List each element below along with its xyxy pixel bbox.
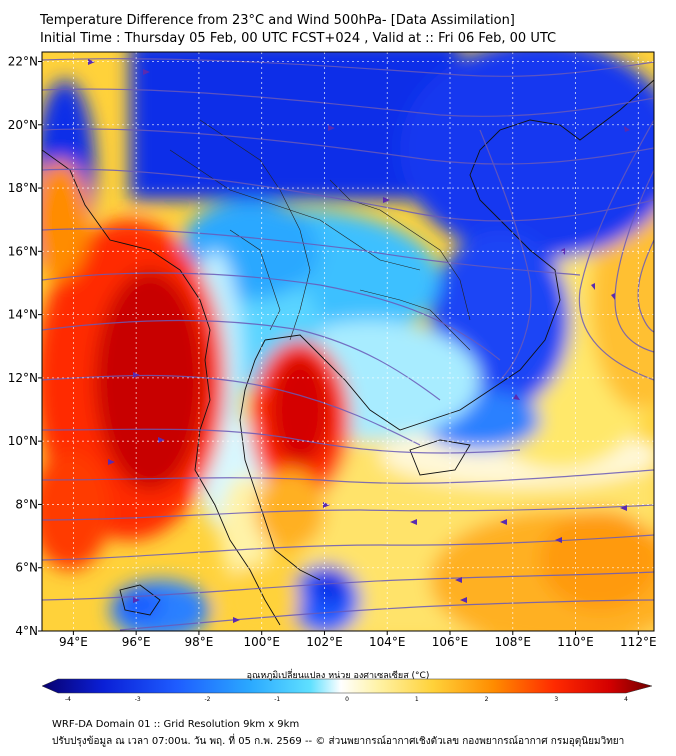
colorbar-tick-label: 3 — [554, 696, 558, 703]
lat-tick-label: 6°N — [15, 561, 38, 575]
longitude-ticks: 94°E 96°E 98°E 100°E 102°E 104°E 106°E 108°E 110… — [59, 631, 657, 649]
colorbar-tick-label: -4 — [65, 696, 71, 703]
lon-tick-label: 108°E — [495, 635, 532, 649]
colorbar-label: อุณหภูมิเปลี่ยนแปลง หน่วย องศาเซลเซียส (… — [246, 671, 430, 681]
lon-tick-label: 96°E — [122, 635, 151, 649]
colorbar-tick-label: -2 — [205, 696, 211, 703]
lat-tick-label: 20°N — [8, 118, 38, 132]
streamline-arrows — [88, 59, 630, 623]
colorbar: -4 -3 -2 -1 0 1 2 3 4 — [41, 678, 653, 703]
colorbar-tick-label: 0 — [345, 696, 349, 703]
lat-tick-label: 16°N — [8, 244, 38, 258]
lat-tick-label: 10°N — [8, 434, 38, 448]
footer-credit: ปรับปรุงข้อมูล ณ เวลา 07:00น. วัน พฤ. ที… — [52, 736, 625, 747]
colorbar-tick-label: 1 — [415, 696, 419, 703]
lat-tick-label: 18°N — [8, 181, 38, 195]
colorbar-tick-label: -1 — [274, 696, 280, 703]
lon-tick-label: 94°E — [59, 635, 88, 649]
map-title: Temperature Difference from 23°C and Win… — [40, 13, 515, 28]
colorbar-tick-label: 2 — [485, 696, 489, 703]
lat-tick-label: 12°N — [8, 371, 38, 385]
colorbar-tick-label: -3 — [135, 696, 141, 703]
footer-model-info: WRF-DA Domain 01 :: Grid Resolution 9km … — [52, 719, 300, 730]
wind-streamlines — [42, 58, 654, 631]
lat-tick-label: 22°N — [8, 54, 38, 68]
province-borders — [169, 119, 471, 351]
lon-tick-label: 100°E — [243, 635, 280, 649]
graticule — [42, 52, 654, 631]
map-frame — [41, 51, 655, 632]
latitude-ticks: 22°N 20°N 18°N 16°N 14°N 12°N 10°N 8°N 6°N 4°N — [8, 54, 42, 638]
map-subtitle: Initial Time : Thursday 05 Feb, 00 UTC F… — [40, 31, 557, 46]
lon-tick-label: 110°E — [557, 635, 594, 649]
lon-tick-label: 104°E — [369, 635, 406, 649]
lon-tick-label: 102°E — [306, 635, 343, 649]
lat-tick-label: 4°N — [15, 624, 38, 638]
lat-tick-label: 14°N — [8, 308, 38, 322]
lat-tick-label: 8°N — [15, 497, 38, 511]
colorbar-tick-label: 4 — [624, 696, 628, 703]
lon-tick-label: 98°E — [184, 635, 213, 649]
lon-tick-label: 112°E — [620, 635, 657, 649]
lon-tick-label: 106°E — [432, 635, 469, 649]
